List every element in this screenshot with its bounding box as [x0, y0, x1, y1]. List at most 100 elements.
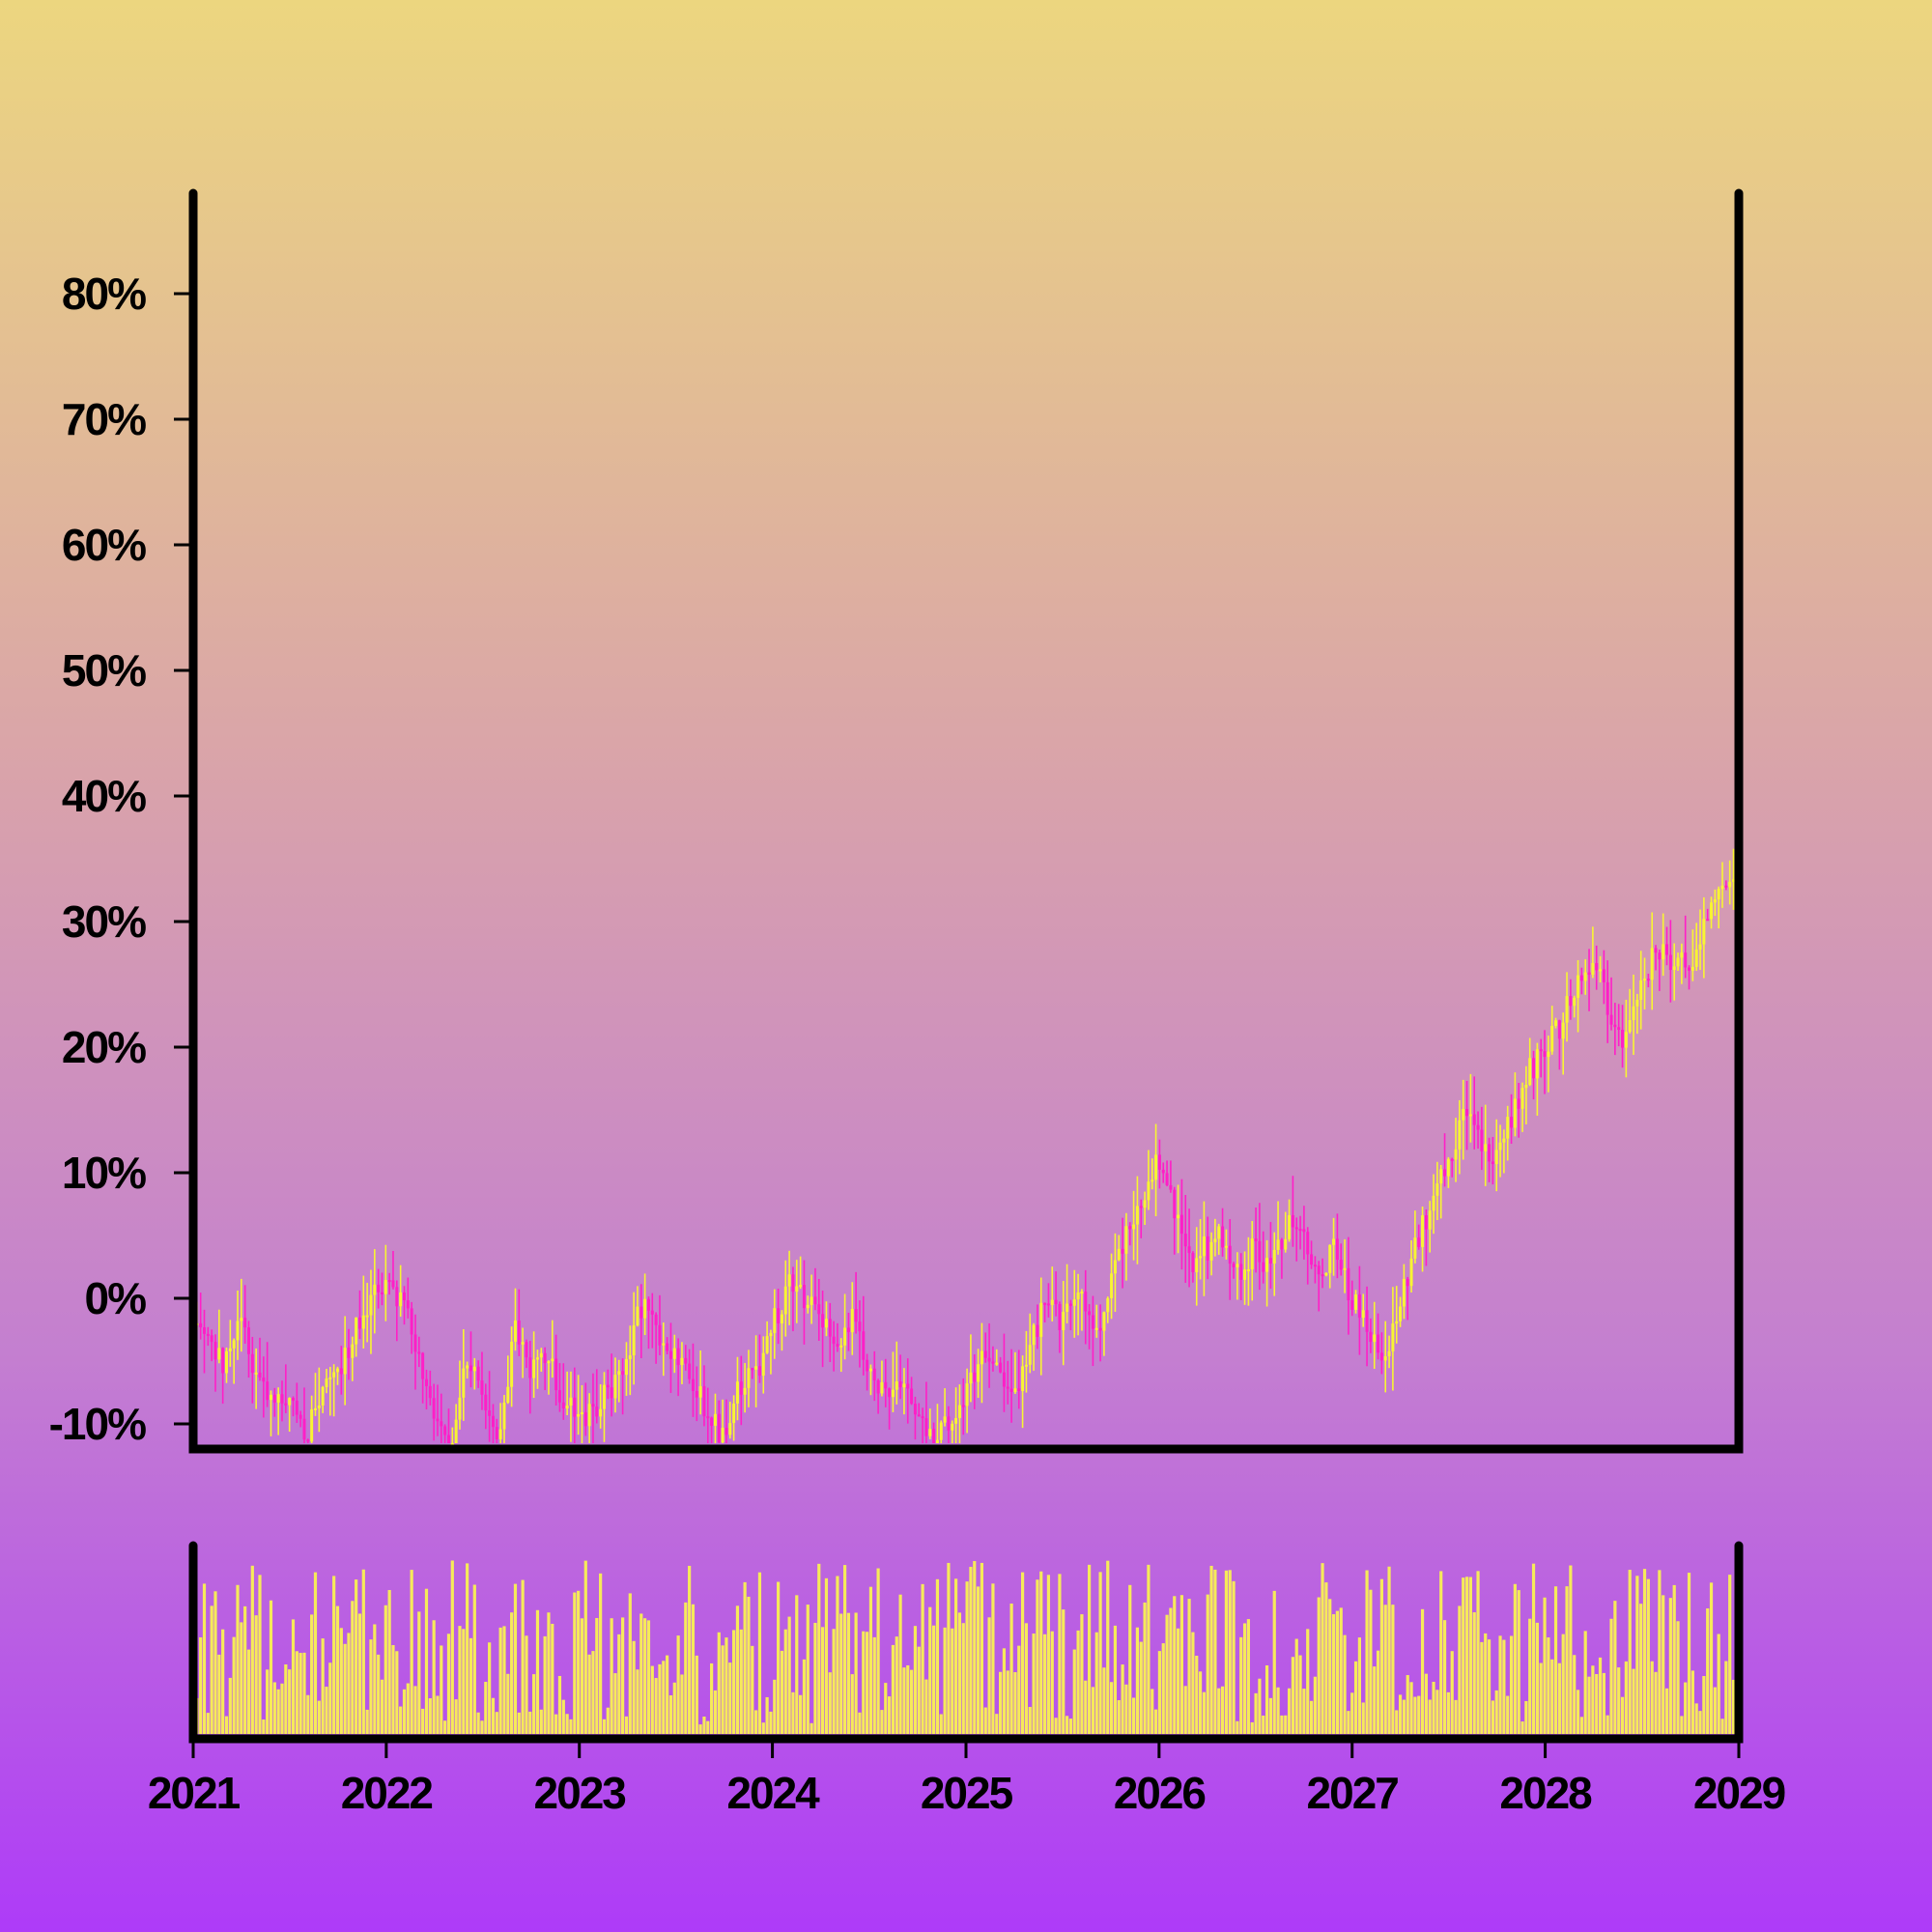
candle-body — [787, 1274, 791, 1287]
candle-body — [258, 1372, 262, 1378]
candle-body — [1554, 1020, 1558, 1027]
volume-bar — [1698, 1711, 1702, 1734]
candle-body — [1128, 1226, 1132, 1230]
volume-bar — [1042, 1634, 1047, 1734]
volume-bar — [1502, 1639, 1506, 1734]
volume-bar — [1642, 1569, 1647, 1734]
candle-body — [276, 1394, 280, 1403]
candle-body — [680, 1357, 684, 1366]
volume-bar — [1591, 1665, 1595, 1734]
candle-body — [1665, 944, 1669, 955]
candle-body — [510, 1341, 514, 1387]
candle-body — [213, 1342, 217, 1360]
candle-body — [1280, 1239, 1284, 1250]
candle-body — [1406, 1278, 1409, 1287]
volume-bar — [328, 1662, 332, 1734]
candle-body — [1517, 1098, 1520, 1109]
volume-bar — [1232, 1580, 1236, 1734]
volume-bar — [577, 1590, 581, 1734]
x-tick-label: 2025 — [921, 1768, 1013, 1818]
candle-body — [910, 1388, 914, 1405]
volume-bar — [602, 1719, 607, 1734]
volume-bar — [1424, 1673, 1428, 1734]
candle-body — [895, 1381, 898, 1390]
candle-body — [1139, 1206, 1143, 1208]
volume-bar — [1709, 1582, 1714, 1734]
volume-bar — [1294, 1638, 1298, 1734]
volume-bar — [1690, 1670, 1694, 1734]
candle-body — [369, 1294, 373, 1316]
candle-body — [1602, 969, 1605, 982]
volume-bar — [1324, 1582, 1328, 1734]
volume-bars — [195, 1560, 1739, 1734]
volume-bar — [1309, 1700, 1314, 1734]
volume-bar — [906, 1664, 910, 1734]
candle-body — [921, 1416, 924, 1419]
candle-body — [832, 1336, 836, 1345]
volume-bar — [650, 1665, 654, 1734]
candle-body — [751, 1368, 754, 1371]
candle-body — [732, 1403, 736, 1424]
candle-body — [643, 1298, 647, 1319]
candle-body — [1480, 1129, 1484, 1151]
volume-bar — [421, 1708, 425, 1734]
volume-bar — [821, 1627, 825, 1734]
candle-body — [1424, 1215, 1428, 1230]
volume-bar — [1446, 1691, 1450, 1734]
candle-body — [1450, 1158, 1454, 1161]
y-tick-label: 0% — [85, 1273, 147, 1323]
volume-bar — [1664, 1688, 1669, 1734]
candle-body — [1591, 962, 1595, 976]
volume-bar — [1439, 1571, 1443, 1734]
volume-bar — [961, 1623, 965, 1734]
volume-bar — [217, 1654, 221, 1734]
volume-bar — [539, 1709, 543, 1734]
candle-body — [1113, 1260, 1117, 1274]
volume-bar — [843, 1565, 847, 1734]
volume-bar — [880, 1710, 884, 1734]
candle-body — [628, 1355, 632, 1359]
candle-body — [617, 1371, 621, 1376]
volume-bar — [983, 1707, 987, 1734]
candle-body — [1428, 1210, 1432, 1230]
volume-bar — [632, 1640, 636, 1734]
candle-body — [1147, 1181, 1151, 1201]
volume-bar — [606, 1707, 610, 1734]
candle-body — [1439, 1169, 1443, 1184]
candle-body — [302, 1418, 306, 1440]
volume-bar — [1036, 1579, 1039, 1734]
candle-body — [1583, 972, 1587, 981]
volume-bar — [599, 1573, 603, 1734]
candle-body — [987, 1357, 991, 1362]
volume-bar — [454, 1699, 458, 1734]
volume-bar — [872, 1636, 876, 1734]
volume-bar — [1442, 1620, 1447, 1734]
candle-body — [1143, 1200, 1147, 1208]
volume-bar — [802, 1659, 807, 1734]
candle-body — [321, 1386, 325, 1406]
candle-body — [272, 1394, 276, 1403]
candle-body — [351, 1344, 355, 1358]
candle-body — [1399, 1306, 1403, 1321]
candle-body — [854, 1309, 858, 1322]
candle-body — [1102, 1312, 1106, 1331]
volume-bar — [636, 1669, 639, 1734]
volume-bar — [1284, 1715, 1288, 1734]
volume-bar — [1068, 1719, 1073, 1734]
volume-bar — [639, 1613, 643, 1734]
x-tick-label: 2029 — [1693, 1768, 1785, 1818]
volume-bar — [1464, 1577, 1469, 1734]
volume-bar — [491, 1697, 496, 1734]
candle-body — [1232, 1264, 1236, 1267]
candle-body — [1387, 1350, 1391, 1356]
volume-bar — [765, 1696, 769, 1734]
volume-bar — [458, 1626, 462, 1734]
candle-body — [610, 1387, 613, 1399]
volume-bar — [747, 1596, 751, 1734]
volume-bar — [769, 1711, 773, 1734]
volume-bar — [773, 1679, 777, 1734]
volume-bar — [495, 1712, 498, 1734]
volume-bar — [1013, 1671, 1017, 1734]
candle-body — [961, 1405, 965, 1407]
volume-bar — [1191, 1632, 1195, 1734]
